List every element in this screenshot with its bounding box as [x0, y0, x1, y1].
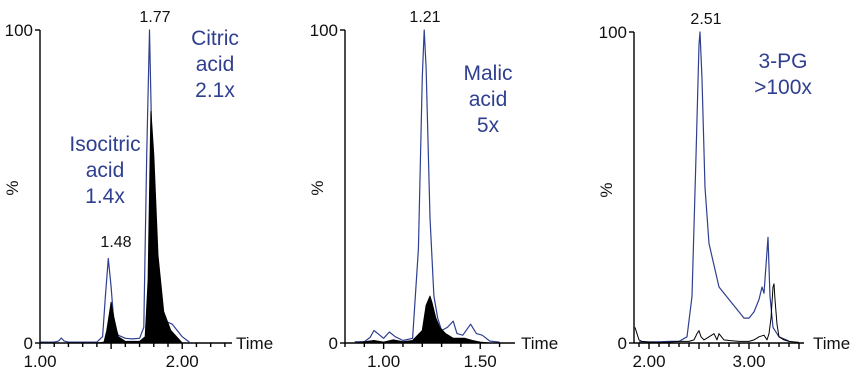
peak-label-3-1: 2.51 — [690, 11, 721, 28]
chart-panel-2: 0 100 1.00 1.50 Time% 1.21 Malic acid 5x — [308, 9, 558, 371]
annotation-line-1-2-2: acid — [86, 159, 125, 182]
x-tick-label-1-2: 2.00 — [166, 352, 199, 371]
y-tick-label-1-2: 100 — [5, 21, 33, 40]
x-axis-label-3: Time — [813, 334, 850, 353]
annotation-line-2-1-2: acid — [469, 88, 508, 111]
peak-label-2-1: 1.21 — [409, 9, 440, 26]
annotation-line-1-2-1: Isocitric — [69, 133, 140, 156]
annotation-line-2-1-1: Malic — [463, 62, 512, 85]
y-axis-label-2: % — [308, 180, 327, 195]
series-trace-2-1 — [354, 29, 500, 343]
annotation-2-1: Malic acid 5x — [463, 62, 512, 137]
x-tick-label-3-2: 3.00 — [732, 352, 765, 371]
x-tick-label-3-1: 2.00 — [632, 352, 665, 371]
y-axis-label-1: % — [3, 180, 22, 195]
annotation-line-1-1-3: 2.1x — [195, 79, 235, 102]
annotation-3-1: 3-PG >100x — [754, 50, 812, 99]
peak-label-1-1: 1.77 — [139, 9, 170, 26]
series-trace-1-2 — [96, 110, 183, 344]
peak-label-1-2: 1.48 — [100, 234, 131, 251]
annotation-1-2: Isocitric acid 1.4x — [69, 133, 140, 208]
annotation-line-3-1-1: 3-PG — [758, 50, 807, 73]
series-trace-3-1 — [639, 31, 790, 343]
x-tick-label-2-1: 1.00 — [367, 352, 400, 371]
y-tick-label-3-1: 0 — [618, 334, 627, 353]
y-tick-label-2-2: 100 — [310, 21, 338, 40]
chart-panel-3: 0 100 2.00 3.00 Time% 2.51 3-PG >100x — [597, 11, 850, 371]
annotation-line-2-1-3: 5x — [477, 114, 500, 137]
series-trace-3-2 — [634, 283, 800, 343]
y-tick-label-1-1: 0 — [24, 334, 33, 353]
annotation-line-1-1-2: acid — [196, 53, 235, 76]
x-axis-label-1: Time — [236, 334, 273, 353]
y-tick-label-2-1: 0 — [329, 334, 338, 353]
x-axis-label-2: Time — [521, 334, 558, 353]
annotation-1-1: Citric acid 2.1x — [191, 27, 239, 102]
annotation-line-3-1-2: >100x — [754, 76, 812, 99]
annotation-line-1-1-1: Citric — [191, 27, 239, 50]
y-tick-label-3-2: 100 — [599, 23, 627, 42]
annotation-line-1-2-3: 1.4x — [85, 185, 125, 208]
series-trace-2-2 — [354, 295, 491, 344]
chart-panel-1: 0 100 1.00 2.00 Time% 1.77 1.48 Citric acid 2.1x I… — [3, 9, 273, 371]
y-axis-label-3: % — [597, 182, 616, 197]
x-tick-label-2-2: 1.50 — [464, 352, 497, 371]
x-tick-label-1-1: 1.00 — [23, 352, 56, 371]
